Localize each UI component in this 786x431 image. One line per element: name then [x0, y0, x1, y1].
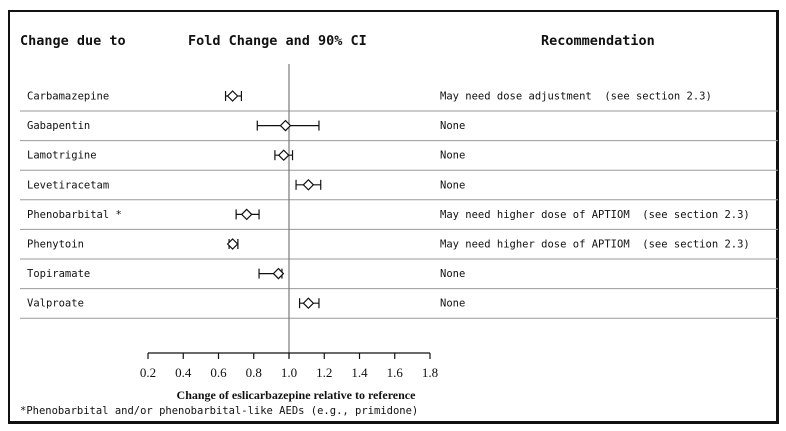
row-recommendation: None: [440, 268, 465, 280]
row-recommendation: May need higher dose of APTIOM (see sect…: [440, 209, 750, 221]
header-recommendation: Recommendation: [541, 33, 655, 49]
x-tick-label: 0.8: [246, 365, 262, 380]
x-tick-label: 0.4: [175, 365, 192, 380]
footnote: *Phenobarbital and/or phenobarbital-like…: [20, 405, 419, 417]
x-tick-label: 1.0: [281, 365, 297, 380]
estimate-diamond: [226, 90, 239, 102]
row-label: Valproate: [27, 298, 84, 310]
row-label: Gabapentin: [27, 120, 90, 132]
x-tick-label: 0.2: [140, 365, 156, 380]
header-fold-change: Fold Change and 90% CI: [188, 33, 367, 49]
row-label: Levetiracetam: [27, 179, 109, 191]
row-label: Carbamazepine: [27, 91, 109, 103]
x-tick-label: 0.6: [210, 365, 227, 380]
row-label: Lamotrigine: [27, 150, 97, 162]
estimate-diamond: [240, 208, 253, 221]
row-recommendation: None: [440, 298, 465, 310]
row-recommendation: May need higher dose of APTIOM (see sect…: [440, 239, 750, 251]
row-recommendation: None: [440, 120, 465, 132]
x-tick-label: 1.6: [387, 365, 404, 380]
header-change-due-to: Change due to: [20, 33, 126, 49]
figure-frame: [8, 10, 779, 424]
estimate-diamond: [272, 267, 285, 280]
row-label: Topiramate: [27, 268, 90, 280]
estimate-diamond: [277, 149, 290, 162]
estimate-diamond: [279, 119, 292, 132]
row-label: Phenobarbital *: [27, 209, 122, 221]
row-recommendation: None: [440, 150, 465, 162]
x-axis-label: Change of eslicarbazepine relative to re…: [177, 388, 417, 402]
estimate-diamond: [302, 178, 315, 191]
row-recommendation: None: [440, 179, 465, 191]
x-tick-label: 1.8: [422, 365, 438, 380]
estimate-diamond: [302, 297, 315, 310]
estimate-diamond: [226, 238, 239, 250]
x-tick-label: 1.4: [351, 365, 368, 380]
row-recommendation: May need dose adjustment (see section 2.…: [440, 91, 712, 103]
x-tick-label: 1.2: [316, 365, 332, 380]
row-label: Phenytoin: [27, 239, 84, 251]
